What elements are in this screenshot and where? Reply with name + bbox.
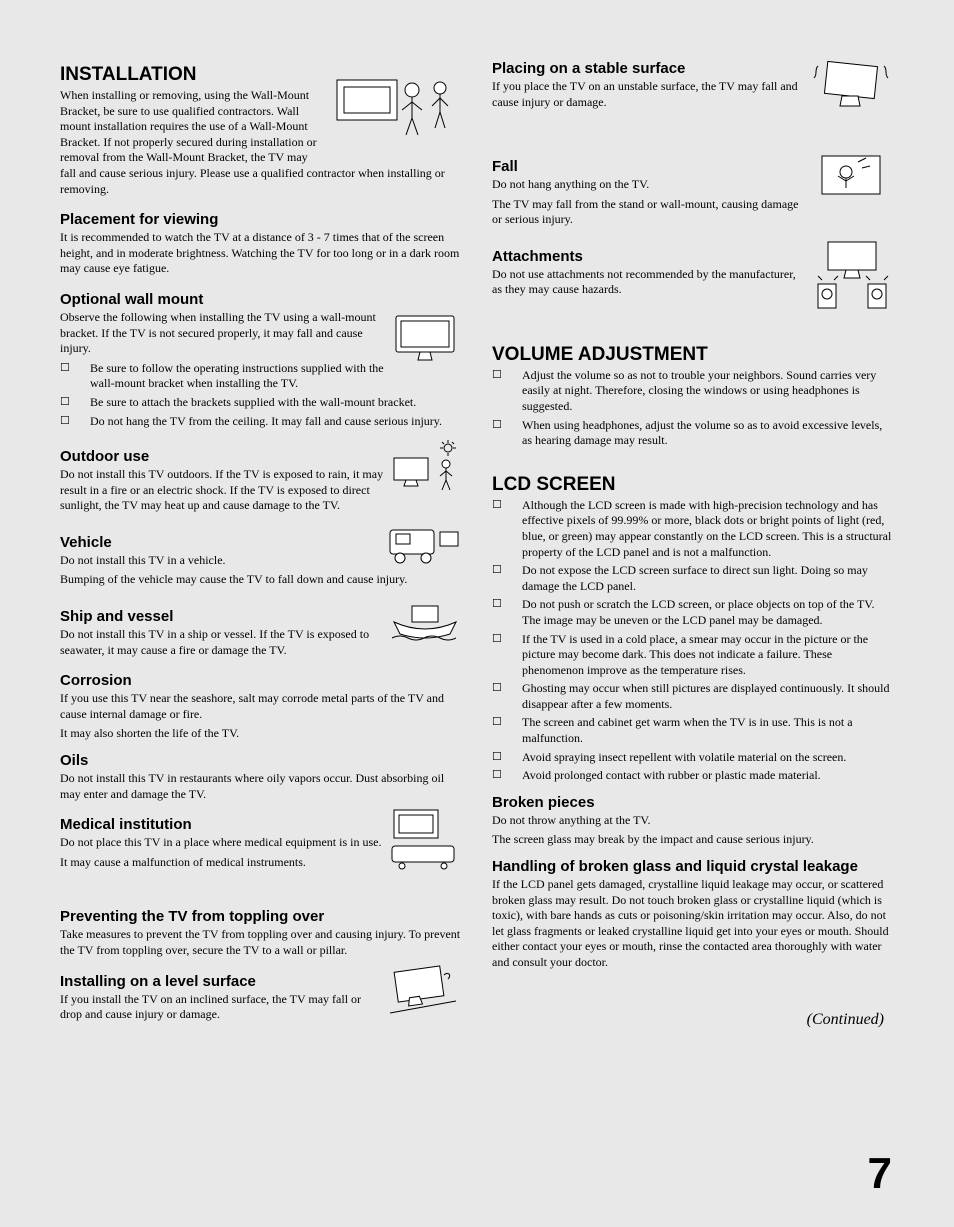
heading-corrosion: Corrosion [60, 672, 462, 689]
illustration-wallmount [390, 310, 462, 366]
left-column: INSTALLATION When installing or removing… [60, 60, 462, 1033]
text-toppling: Take measures to prevent the TV from top… [60, 927, 462, 958]
illustration-ship [390, 598, 462, 644]
text-broken-1: Do not throw anything at the TV. [492, 813, 894, 829]
text-handling: If the LCD panel gets damaged, crystalli… [492, 877, 894, 971]
heading-lcd: LCD SCREEN [492, 474, 894, 496]
text-broken-2: The screen glass may break by the impact… [492, 832, 894, 848]
illustration-level [386, 963, 462, 1019]
heading-handling: Handling of broken glass and liquid crys… [492, 858, 894, 875]
illustration-fall [814, 148, 894, 204]
illustration-installation [332, 60, 462, 150]
heading-broken: Broken pieces [492, 794, 894, 811]
illustration-medical [388, 806, 462, 872]
heading-toppling: Preventing the TV from toppling over [60, 908, 462, 925]
illustration-vehicle [384, 524, 462, 566]
right-column: Placing on a stable surface If you place… [492, 60, 894, 1033]
text-placement: It is recommended to watch the TV at a d… [60, 230, 462, 277]
heading-oils: Oils [60, 752, 462, 769]
list-volume: ☐Adjust the volume so as not to trouble … [492, 368, 894, 449]
illustration-stable [812, 60, 894, 122]
continued-label: (Continued) [492, 1011, 894, 1029]
illustration-attachments [814, 238, 894, 314]
text-corrosion-2: It may also shorten the life of the TV. [60, 726, 462, 742]
list-lcd: ☐Although the LCD screen is made with hi… [492, 498, 894, 784]
text-corrosion-1: If you use this TV near the seashore, sa… [60, 691, 462, 722]
list-wallmount: ☐Be sure to follow the operating instruc… [60, 361, 462, 429]
heading-wallmount: Optional wall mount [60, 291, 462, 308]
illustration-outdoor [390, 438, 462, 494]
heading-placement: Placement for viewing [60, 211, 462, 228]
text-oils: Do not install this TV in restaurants wh… [60, 771, 462, 802]
text-vehicle-2: Bumping of the vehicle may cause the TV … [60, 572, 462, 588]
page-number: 7 [868, 1149, 892, 1199]
heading-volume: VOLUME ADJUSTMENT [492, 344, 894, 366]
